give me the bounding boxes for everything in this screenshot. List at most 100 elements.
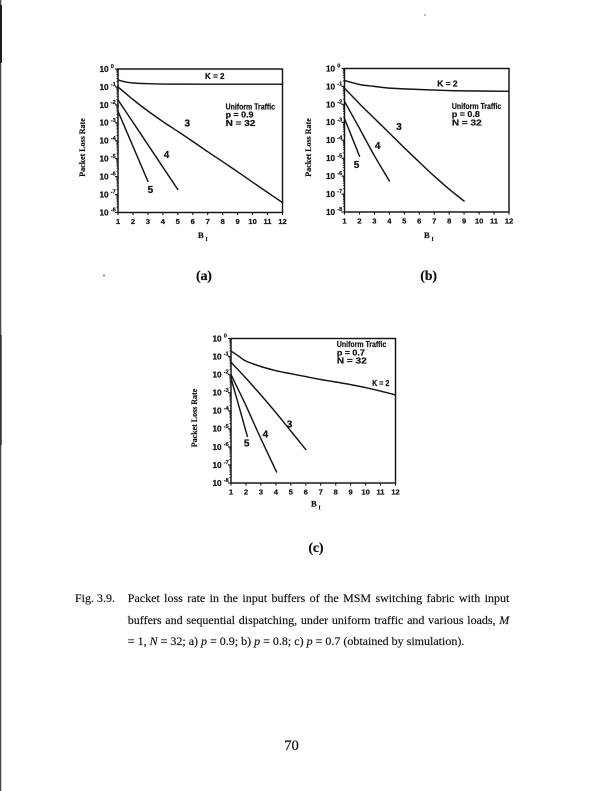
svg-text:3: 3 [372,217,376,226]
svg-text:-3: -3 [224,388,229,394]
svg-text:6: 6 [304,488,308,497]
svg-text:I: I [318,504,321,511]
svg-text:-1: -1 [111,82,116,88]
svg-text:-5: -5 [337,153,342,159]
svg-text:1: 1 [342,217,347,226]
svg-text:10: 10 [100,119,110,128]
svg-text:10: 10 [213,371,223,380]
svg-text:-2: -2 [111,100,116,106]
svg-text:N = 32: N = 32 [226,119,257,128]
svg-text:10: 10 [213,461,223,470]
svg-text:-5: -5 [111,154,116,160]
svg-text:11: 11 [376,488,385,497]
svg-text:Uniform Traffic: Uniform Traffic [452,102,502,111]
svg-text:-1: -1 [224,352,229,358]
svg-text:-6: -6 [224,442,229,448]
svg-text:11: 11 [490,217,499,226]
svg-text:10: 10 [100,137,110,146]
svg-text:10: 10 [326,82,336,91]
svg-text:10: 10 [326,154,336,163]
svg-text:6: 6 [191,217,195,226]
svg-text:10: 10 [100,208,110,217]
svg-text:10: 10 [326,100,336,109]
svg-text:8: 8 [334,488,338,497]
svg-text:-6: -6 [111,172,116,178]
svg-text:5: 5 [402,217,407,226]
svg-text:5: 5 [244,439,250,450]
svg-text:-7: -7 [224,460,229,466]
svg-text:3: 3 [259,488,263,497]
svg-text:-2: -2 [337,100,342,106]
svg-text:3: 3 [287,420,293,431]
svg-text:-7: -7 [337,189,342,195]
svg-text:10: 10 [213,479,223,488]
svg-text:10: 10 [213,353,223,362]
svg-text:11: 11 [263,217,272,226]
svg-text:-3: -3 [111,118,116,124]
svg-text:Packet Loss Rate: Packet Loss Rate [303,118,313,177]
svg-text:I: I [431,236,434,243]
svg-text:10: 10 [326,118,336,127]
svg-text:K = 2: K = 2 [372,378,389,388]
svg-text:-8: -8 [224,478,229,484]
svg-text:I: I [205,236,208,243]
svg-text:7: 7 [206,217,210,226]
svg-text:10: 10 [248,217,256,226]
svg-text:B: B [198,230,204,240]
svg-text:10: 10 [100,101,110,110]
svg-text:N = 32: N = 32 [452,118,483,127]
svg-text:10: 10 [100,191,110,200]
svg-text:10: 10 [100,173,110,182]
svg-text:4: 4 [387,217,392,226]
svg-text:4: 4 [375,141,381,152]
svg-text:-5: -5 [224,424,229,430]
svg-text:-6: -6 [337,171,342,177]
svg-text:-1: -1 [337,82,342,88]
svg-text:1: 1 [116,217,121,226]
svg-text:8: 8 [221,217,225,226]
svg-text:10: 10 [326,64,336,73]
svg-text:2: 2 [357,217,361,226]
svg-text:1: 1 [229,488,234,497]
svg-text:0: 0 [111,64,114,70]
svg-text:10: 10 [361,488,369,497]
svg-text:0: 0 [337,64,340,70]
svg-text:4: 4 [164,150,170,161]
svg-text:3: 3 [146,217,150,226]
svg-text:0: 0 [224,334,227,340]
svg-text:-8: -8 [337,207,342,213]
svg-text:10: 10 [213,334,223,343]
svg-text:N = 32: N = 32 [337,356,368,365]
svg-text:B: B [424,230,430,240]
svg-text:10: 10 [326,190,336,199]
svg-text:8: 8 [447,217,451,226]
svg-text:10: 10 [326,208,336,217]
svg-text:10: 10 [100,83,110,92]
svg-text:12: 12 [278,217,286,226]
svg-text:K = 2: K = 2 [205,71,225,81]
svg-text:B: B [311,499,317,509]
svg-text:Packet Loss Rate: Packet Loss Rate [77,118,87,177]
svg-text:3: 3 [396,122,402,133]
svg-text:10: 10 [213,407,223,416]
svg-text:5: 5 [148,185,154,196]
svg-text:4: 4 [263,430,269,441]
svg-text:9: 9 [348,488,352,497]
svg-text:5: 5 [354,160,360,171]
svg-text:12: 12 [505,217,513,226]
svg-text:p = 0.7: p = 0.7 [337,348,366,357]
svg-text:p = 0.9: p = 0.9 [226,111,255,120]
svg-text:12: 12 [391,488,399,497]
svg-text:-3: -3 [337,117,342,123]
svg-text:9: 9 [462,217,466,226]
svg-text:2: 2 [244,488,248,497]
svg-text:-2: -2 [224,370,229,376]
svg-text:p = 0.8: p = 0.8 [452,110,481,119]
svg-text:4: 4 [161,217,166,226]
svg-text:-4: -4 [111,136,117,142]
svg-text:9: 9 [235,217,239,226]
svg-text:Uniform Traffic: Uniform Traffic [337,340,387,349]
svg-text:5: 5 [176,217,181,226]
svg-text:10: 10 [213,389,223,398]
svg-text:10: 10 [475,217,483,226]
